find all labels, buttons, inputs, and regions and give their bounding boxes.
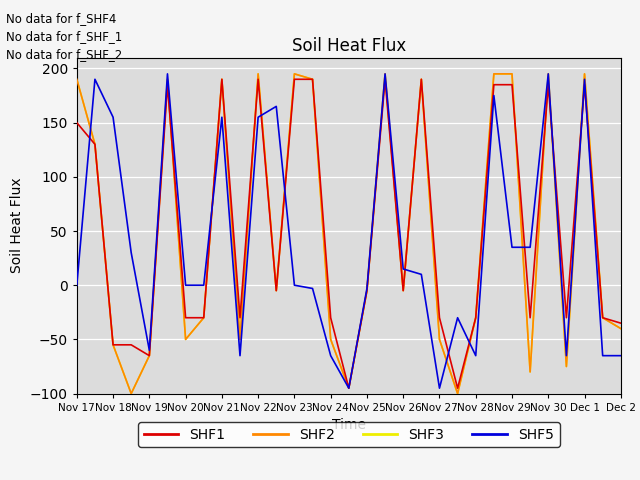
Legend: SHF1, SHF2, SHF3, SHF5: SHF1, SHF2, SHF3, SHF5 xyxy=(138,422,559,447)
Text: No data for f_SHF_2: No data for f_SHF_2 xyxy=(6,48,123,61)
Title: Soil Heat Flux: Soil Heat Flux xyxy=(292,36,406,55)
X-axis label: Time: Time xyxy=(332,418,366,432)
Text: No data for f_SHF4: No data for f_SHF4 xyxy=(6,12,116,25)
Text: No data for f_SHF_1: No data for f_SHF_1 xyxy=(6,30,123,43)
Y-axis label: Soil Heat Flux: Soil Heat Flux xyxy=(10,178,24,274)
